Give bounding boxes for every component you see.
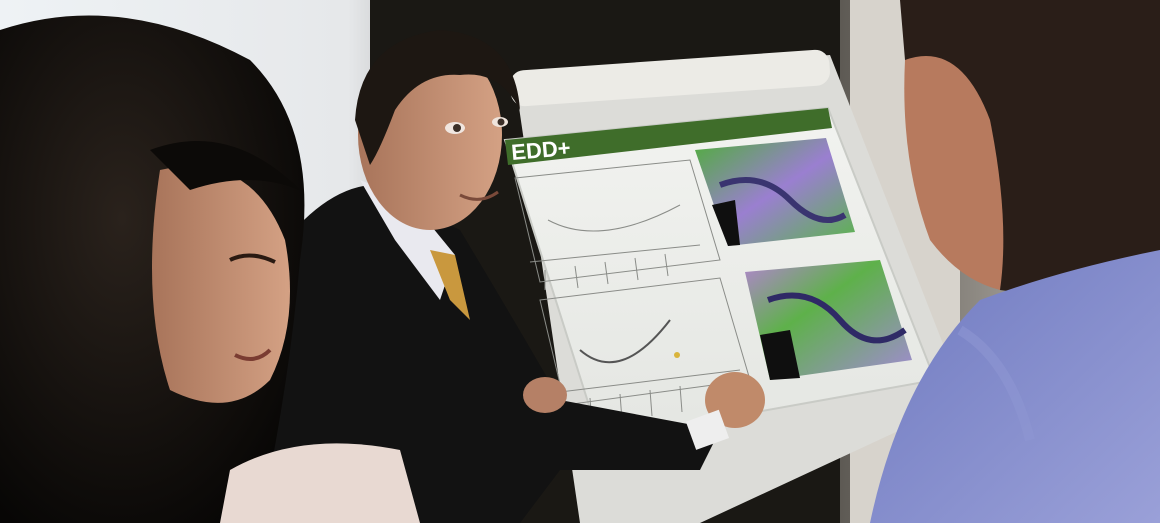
presenter-hair [355,30,520,165]
man-foreground [870,0,1160,523]
woman-shoulder [220,443,420,523]
presenter-left-hand [523,377,567,413]
presenter [250,30,765,523]
map-top [695,138,855,246]
poster-banner [505,108,832,165]
presenter-tie [430,250,470,320]
presenter-cuff [685,409,730,450]
poster-title: EDD+ [510,135,571,165]
woman-foreground [0,15,420,523]
poster-diagram-top [514,159,721,290]
woman-face [152,166,290,403]
presenter-suit [250,185,720,523]
man-ear-neck [904,56,1004,290]
presenter-collar [360,180,455,300]
map-bottom [745,260,912,380]
